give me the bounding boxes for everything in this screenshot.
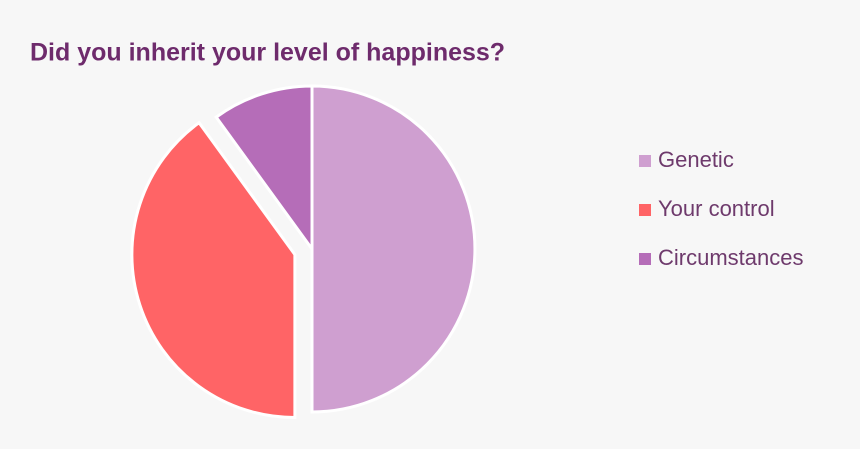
pie-slice — [214, 84, 314, 254]
legend-label: Your control — [658, 196, 775, 221]
pie-slice — [130, 120, 297, 420]
legend-swatch — [639, 253, 651, 265]
pie-slice — [310, 84, 477, 414]
chart-title: Did you inherit your level of happiness? — [30, 39, 505, 67]
legend-label: Genetic — [658, 147, 734, 172]
legend-swatch — [639, 204, 651, 216]
legend-swatch — [639, 155, 651, 167]
legend-label: Circumstances — [658, 245, 803, 270]
